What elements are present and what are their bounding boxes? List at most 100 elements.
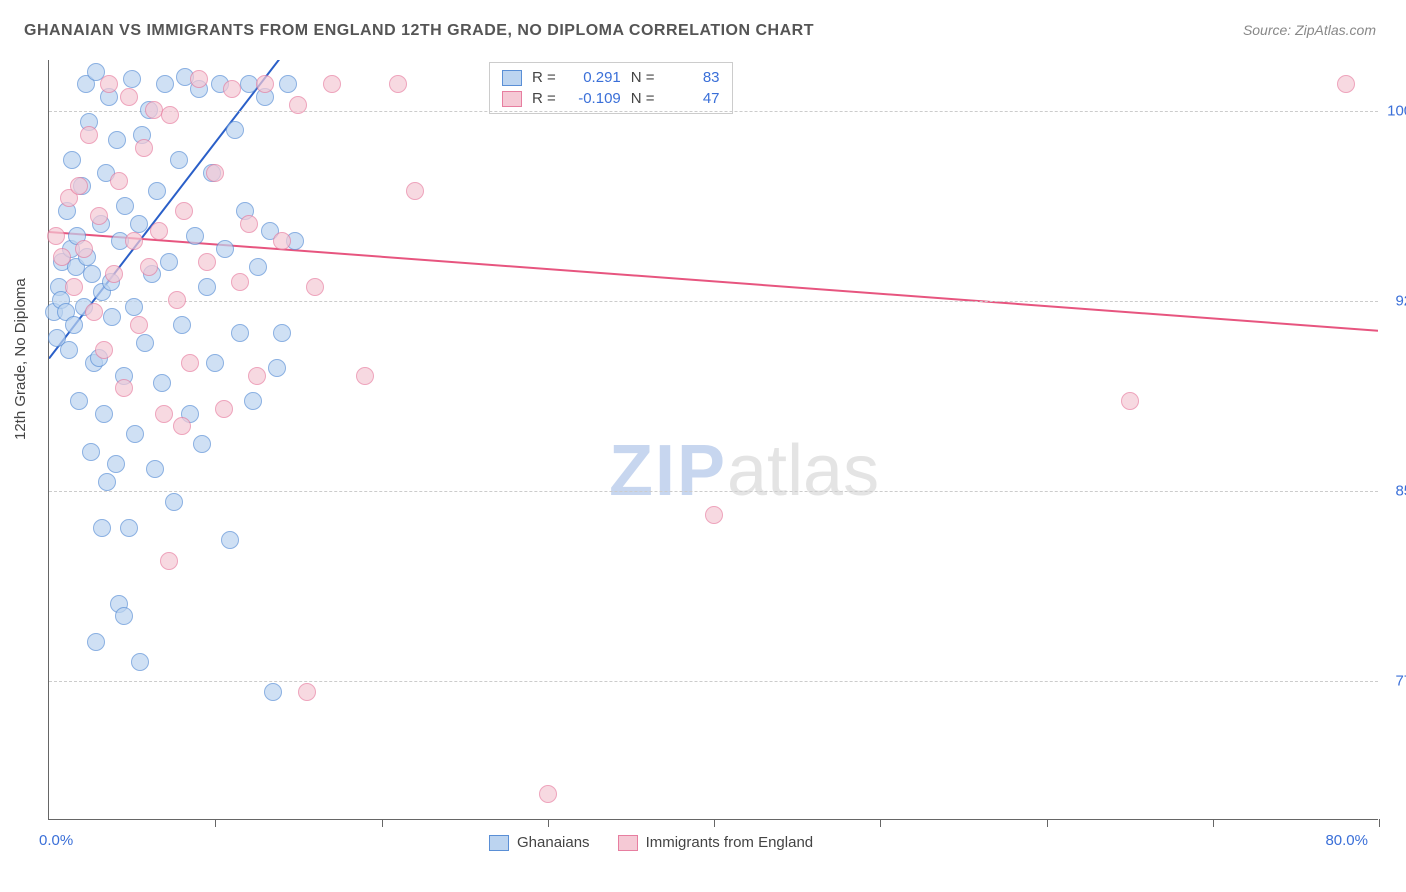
y-axis-label: 12th Grade, No Diploma	[12, 278, 29, 440]
scatter-point	[65, 316, 83, 334]
n-label-2: N =	[631, 90, 655, 107]
scatter-point	[150, 222, 168, 240]
source-label: Source: ZipAtlas.com	[1243, 22, 1376, 38]
r-label-2: R =	[532, 90, 556, 107]
scatter-point	[231, 273, 249, 291]
scatter-point	[131, 653, 149, 671]
trend-lines-svg	[49, 60, 1378, 819]
scatter-point	[273, 232, 291, 250]
scatter-point	[248, 367, 266, 385]
x-tick	[714, 819, 715, 827]
scatter-point	[539, 785, 557, 803]
scatter-point	[181, 354, 199, 372]
grid-line	[49, 681, 1378, 682]
swatch-series-1	[502, 70, 522, 86]
legend-item-1: Ghanaians	[489, 834, 590, 851]
scatter-point	[273, 324, 291, 342]
scatter-point	[83, 265, 101, 283]
scatter-point	[1121, 392, 1139, 410]
legend-item-2: Immigrants from England	[618, 834, 814, 851]
scatter-point	[70, 177, 88, 195]
x-tick	[1047, 819, 1048, 827]
scatter-point	[98, 473, 116, 491]
x-tick	[548, 819, 549, 827]
scatter-point	[356, 367, 374, 385]
scatter-point	[168, 291, 186, 309]
scatter-point	[110, 172, 128, 190]
scatter-point	[186, 227, 204, 245]
scatter-point	[226, 121, 244, 139]
scatter-point	[705, 506, 723, 524]
scatter-point	[264, 683, 282, 701]
n-value-1: 83	[665, 69, 720, 86]
n-label-1: N =	[631, 69, 655, 86]
scatter-point	[249, 258, 267, 276]
swatch-legend-1	[489, 835, 509, 851]
scatter-point	[156, 75, 174, 93]
scatter-point	[1337, 75, 1355, 93]
scatter-point	[175, 202, 193, 220]
scatter-point	[105, 265, 123, 283]
scatter-point	[123, 70, 141, 88]
r-label-1: R =	[532, 69, 556, 86]
stats-legend: R = 0.291 N = 83 R = -0.109 N = 47	[489, 62, 733, 114]
scatter-point	[136, 334, 154, 352]
scatter-point	[47, 227, 65, 245]
scatter-point	[206, 164, 224, 182]
swatch-legend-2	[618, 835, 638, 851]
scatter-point	[60, 341, 78, 359]
x-tick	[1213, 819, 1214, 827]
scatter-point	[145, 101, 163, 119]
x-tick	[215, 819, 216, 827]
scatter-point	[115, 379, 133, 397]
chart-container: GHANAIAN VS IMMIGRANTS FROM ENGLAND 12TH…	[0, 0, 1406, 892]
scatter-point	[244, 392, 262, 410]
scatter-point	[198, 253, 216, 271]
scatter-point	[279, 75, 297, 93]
scatter-point	[160, 253, 178, 271]
series-legend: Ghanaians Immigrants from England	[489, 834, 813, 851]
scatter-point	[93, 519, 111, 537]
legend-label-1: Ghanaians	[517, 834, 590, 851]
scatter-point	[95, 405, 113, 423]
scatter-point	[90, 207, 108, 225]
scatter-point	[95, 341, 113, 359]
stats-row-2: R = -0.109 N = 47	[502, 88, 720, 109]
y-tick-label: 100.0%	[1383, 102, 1406, 119]
scatter-point	[65, 278, 83, 296]
scatter-point	[87, 633, 105, 651]
x-tick	[382, 819, 383, 827]
scatter-point	[198, 278, 216, 296]
stats-row-1: R = 0.291 N = 83	[502, 67, 720, 88]
scatter-point	[130, 316, 148, 334]
scatter-point	[53, 248, 71, 266]
scatter-point	[108, 131, 126, 149]
scatter-point	[206, 354, 224, 372]
y-tick-label: 92.5%	[1383, 292, 1406, 309]
scatter-point	[155, 405, 173, 423]
scatter-point	[107, 455, 125, 473]
grid-line	[49, 301, 1378, 302]
scatter-point	[268, 359, 286, 377]
scatter-point	[215, 400, 233, 418]
scatter-point	[256, 75, 274, 93]
x-tick	[1379, 819, 1380, 827]
n-value-2: 47	[665, 90, 720, 107]
scatter-point	[75, 240, 93, 258]
scatter-point	[125, 232, 143, 250]
x-min-label: 0.0%	[39, 832, 73, 849]
scatter-point	[116, 197, 134, 215]
scatter-point	[85, 303, 103, 321]
scatter-point	[173, 316, 191, 334]
scatter-point	[100, 75, 118, 93]
scatter-point	[193, 435, 211, 453]
scatter-point	[126, 425, 144, 443]
scatter-point	[63, 151, 81, 169]
swatch-series-2	[502, 91, 522, 107]
scatter-point	[240, 215, 258, 233]
scatter-point	[161, 106, 179, 124]
grid-line	[49, 111, 1378, 112]
scatter-point	[170, 151, 188, 169]
x-max-label: 80.0%	[1325, 832, 1368, 849]
scatter-point	[231, 324, 249, 342]
